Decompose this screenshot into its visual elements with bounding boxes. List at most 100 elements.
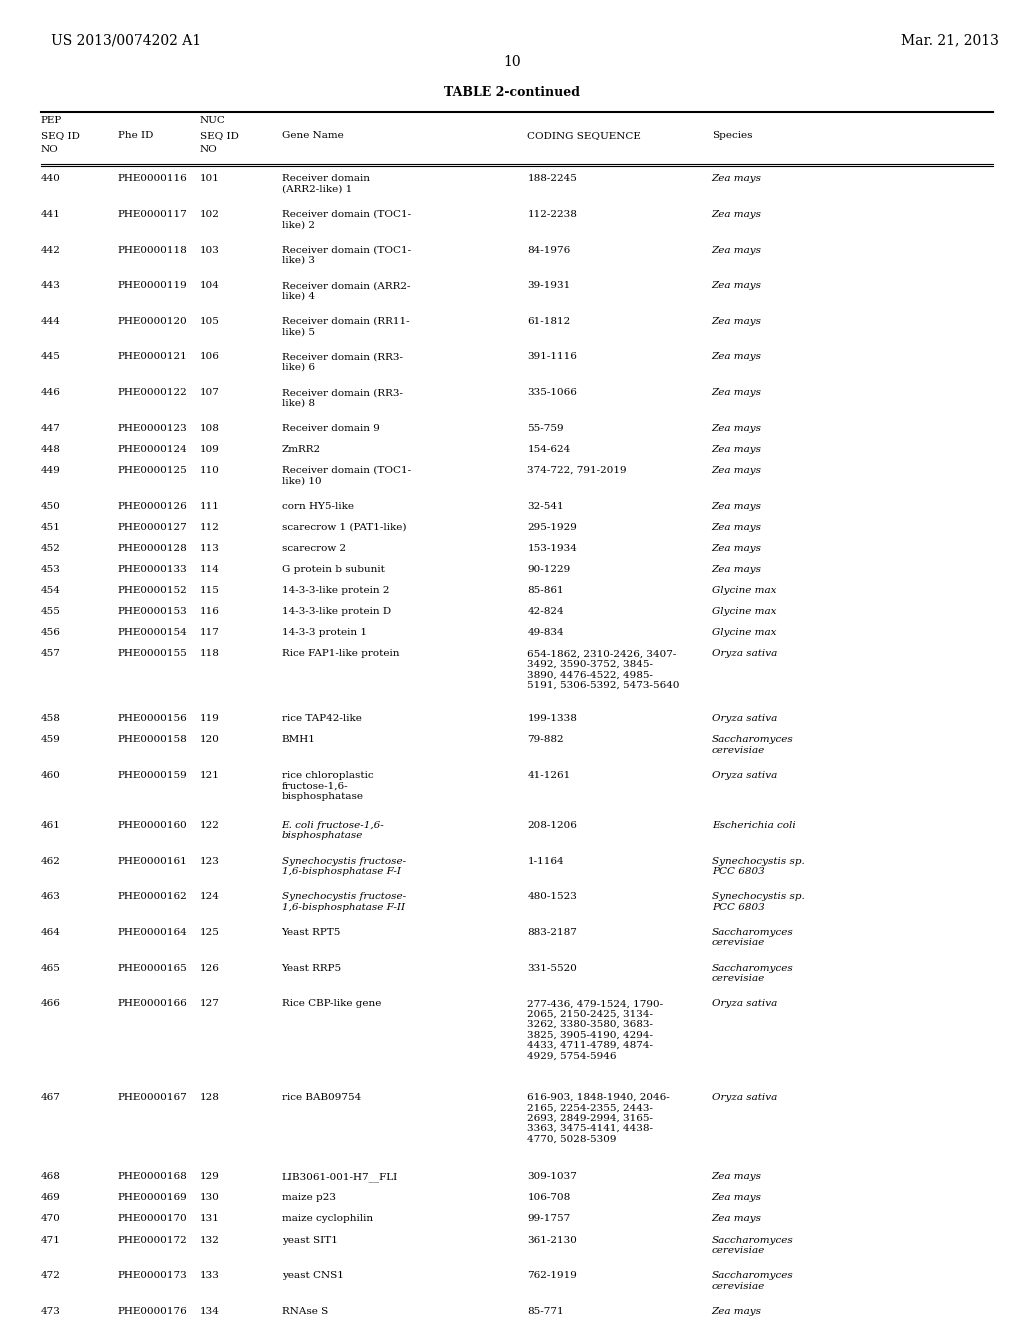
Text: PHE0000127: PHE0000127 (118, 523, 187, 532)
Text: 451: 451 (41, 523, 60, 532)
Text: US 2013/0074202 A1: US 2013/0074202 A1 (51, 33, 202, 48)
Text: 335-1066: 335-1066 (527, 388, 578, 397)
Text: PHE0000173: PHE0000173 (118, 1271, 187, 1280)
Text: PHE0000120: PHE0000120 (118, 317, 187, 326)
Text: 469: 469 (41, 1193, 60, 1203)
Text: Glycine max: Glycine max (712, 628, 776, 638)
Text: 455: 455 (41, 607, 60, 616)
Text: PHE0000126: PHE0000126 (118, 502, 187, 511)
Text: 106: 106 (200, 352, 219, 362)
Text: 125: 125 (200, 928, 219, 937)
Text: 117: 117 (200, 628, 219, 638)
Text: Zea mays: Zea mays (712, 523, 762, 532)
Text: 154-624: 154-624 (527, 445, 570, 454)
Text: PHE0000159: PHE0000159 (118, 771, 187, 780)
Text: PHE0000176: PHE0000176 (118, 1307, 187, 1316)
Text: Receiver domain (ARR2-
like) 4: Receiver domain (ARR2- like) 4 (282, 281, 410, 301)
Text: 199-1338: 199-1338 (527, 714, 578, 723)
Text: 85-771: 85-771 (527, 1307, 564, 1316)
Text: Zea mays: Zea mays (712, 1307, 762, 1316)
Text: 480-1523: 480-1523 (527, 892, 578, 902)
Text: Zea mays: Zea mays (712, 424, 762, 433)
Text: 466: 466 (41, 999, 60, 1008)
Text: Zea mays: Zea mays (712, 388, 762, 397)
Text: 90-1229: 90-1229 (527, 565, 570, 574)
Text: 472: 472 (41, 1271, 60, 1280)
Text: 127: 127 (200, 999, 219, 1008)
Text: Zea mays: Zea mays (712, 466, 762, 475)
Text: Saccharomyces
cerevisiae: Saccharomyces cerevisiae (712, 964, 794, 983)
Text: 295-1929: 295-1929 (527, 523, 578, 532)
Text: 14-3-3-like protein 2: 14-3-3-like protein 2 (282, 586, 389, 595)
Text: Synechocystis sp.
PCC 6803: Synechocystis sp. PCC 6803 (712, 857, 805, 876)
Text: 128: 128 (200, 1093, 219, 1102)
Text: scarecrow 1 (PAT1-like): scarecrow 1 (PAT1-like) (282, 523, 407, 532)
Text: 55-759: 55-759 (527, 424, 564, 433)
Text: Glycine max: Glycine max (712, 586, 776, 595)
Text: 105: 105 (200, 317, 219, 326)
Text: Receiver domain (RR11-
like) 5: Receiver domain (RR11- like) 5 (282, 317, 410, 337)
Text: PHE0000152: PHE0000152 (118, 586, 187, 595)
Text: rice BAB09754: rice BAB09754 (282, 1093, 360, 1102)
Text: 114: 114 (200, 565, 219, 574)
Text: RNAse S: RNAse S (282, 1307, 328, 1316)
Text: G protein b subunit: G protein b subunit (282, 565, 384, 574)
Text: 109: 109 (200, 445, 219, 454)
Text: Escherichia coli: Escherichia coli (712, 821, 796, 830)
Text: 41-1261: 41-1261 (527, 771, 570, 780)
Text: 452: 452 (41, 544, 60, 553)
Text: rice TAP42-like: rice TAP42-like (282, 714, 361, 723)
Text: 444: 444 (41, 317, 60, 326)
Text: 462: 462 (41, 857, 60, 866)
Text: 84-1976: 84-1976 (527, 246, 570, 255)
Text: Receiver domain
(ARR2-like) 1: Receiver domain (ARR2-like) 1 (282, 174, 370, 194)
Text: Zea mays: Zea mays (712, 246, 762, 255)
Text: 1-1164: 1-1164 (527, 857, 564, 866)
Text: Mar. 21, 2013: Mar. 21, 2013 (901, 33, 999, 48)
Text: 473: 473 (41, 1307, 60, 1316)
Text: 450: 450 (41, 502, 60, 511)
Text: PEP: PEP (41, 116, 62, 125)
Text: CODING SEQUENCE: CODING SEQUENCE (527, 131, 641, 140)
Text: 111: 111 (200, 502, 219, 511)
Text: 309-1037: 309-1037 (527, 1172, 578, 1181)
Text: 108: 108 (200, 424, 219, 433)
Text: 10: 10 (503, 55, 521, 70)
Text: 461: 461 (41, 821, 60, 830)
Text: PHE0000158: PHE0000158 (118, 735, 187, 744)
Text: 101: 101 (200, 174, 219, 183)
Text: Zea mays: Zea mays (712, 565, 762, 574)
Text: Saccharomyces
cerevisiae: Saccharomyces cerevisiae (712, 1236, 794, 1255)
Text: 119: 119 (200, 714, 219, 723)
Text: 441: 441 (41, 210, 60, 219)
Text: Glycine max: Glycine max (712, 607, 776, 616)
Text: 467: 467 (41, 1093, 60, 1102)
Text: 103: 103 (200, 246, 219, 255)
Text: Zea mays: Zea mays (712, 281, 762, 290)
Text: 453: 453 (41, 565, 60, 574)
Text: 153-1934: 153-1934 (527, 544, 578, 553)
Text: NO: NO (41, 145, 58, 154)
Text: yeast CNS1: yeast CNS1 (282, 1271, 343, 1280)
Text: 208-1206: 208-1206 (527, 821, 578, 830)
Text: 85-861: 85-861 (527, 586, 564, 595)
Text: PHE0000128: PHE0000128 (118, 544, 187, 553)
Text: PHE0000160: PHE0000160 (118, 821, 187, 830)
Text: 79-882: 79-882 (527, 735, 564, 744)
Text: PHE0000164: PHE0000164 (118, 928, 187, 937)
Text: Gene Name: Gene Name (282, 131, 343, 140)
Text: rice chloroplastic
fructose-1,6-
bisphosphatase: rice chloroplastic fructose-1,6- bisphos… (282, 771, 373, 801)
Text: 616-903, 1848-1940, 2046-
2165, 2254-2355, 2443-
2693, 2849-2994, 3165-
3363, 34: 616-903, 1848-1940, 2046- 2165, 2254-235… (527, 1093, 670, 1143)
Text: 463: 463 (41, 892, 60, 902)
Text: SEQ ID: SEQ ID (200, 131, 239, 140)
Text: PHE0000156: PHE0000156 (118, 714, 187, 723)
Text: 448: 448 (41, 445, 60, 454)
Text: 454: 454 (41, 586, 60, 595)
Text: 130: 130 (200, 1193, 219, 1203)
Text: corn HY5-like: corn HY5-like (282, 502, 353, 511)
Text: 443: 443 (41, 281, 60, 290)
Text: 122: 122 (200, 821, 219, 830)
Text: 116: 116 (200, 607, 219, 616)
Text: PHE0000122: PHE0000122 (118, 388, 187, 397)
Text: 14-3-3-like protein D: 14-3-3-like protein D (282, 607, 391, 616)
